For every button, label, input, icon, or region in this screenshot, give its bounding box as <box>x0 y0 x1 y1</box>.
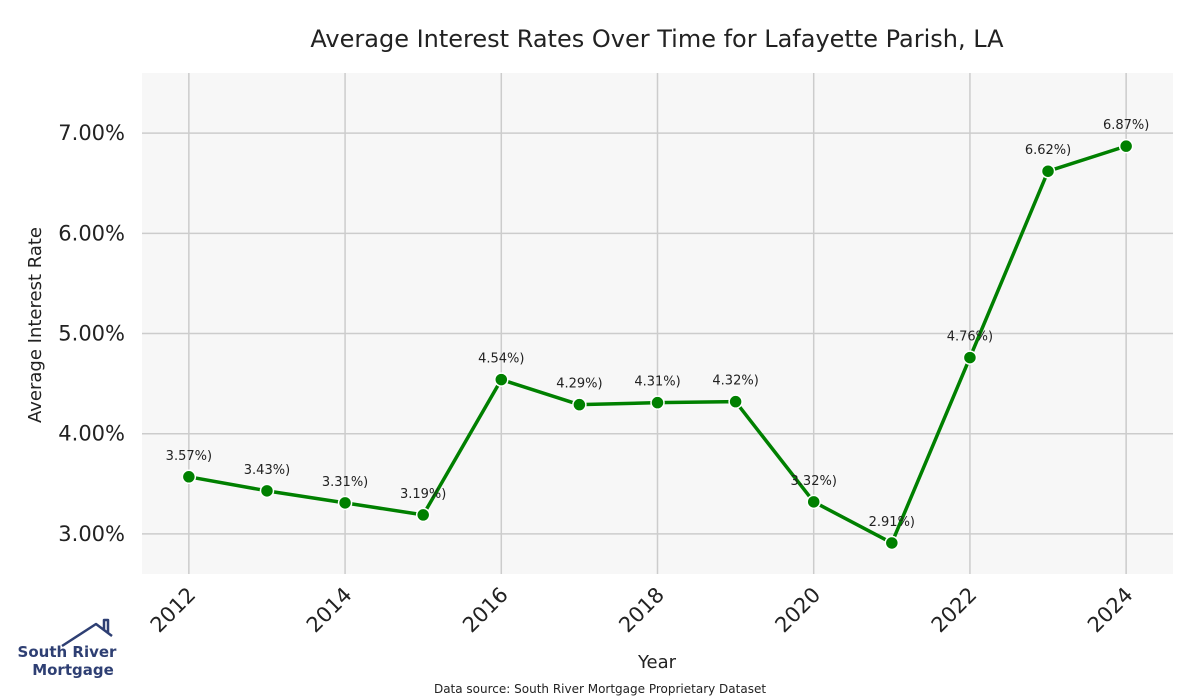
data-point <box>728 394 743 409</box>
data-point <box>337 495 353 511</box>
data-label: 6.62%) <box>1025 143 1071 158</box>
data-labels: 3.57%) 3.43%) 3.31%) 3.19%) 4.54%) 4.29%) 4.31… <box>166 118 1150 530</box>
logo-line-2: Mortgage <box>32 661 114 679</box>
x-tick-label: 2012 <box>146 583 201 638</box>
data-point <box>181 469 197 485</box>
data-label: 2.91%) <box>869 515 915 530</box>
data-point <box>572 397 587 412</box>
data-point <box>1040 163 1056 179</box>
data-label: 3.32%) <box>791 474 837 489</box>
data-point <box>650 395 665 410</box>
x-tick-label: 2016 <box>458 583 513 638</box>
data-source-note: Data source: South River Mortgage Propri… <box>434 682 766 696</box>
data-label: 4.76%) <box>947 330 993 345</box>
data-point <box>259 483 275 499</box>
data-point <box>806 494 821 510</box>
data-point <box>494 372 509 387</box>
house-roof-icon <box>61 618 113 648</box>
data-label: 4.29%) <box>556 377 602 392</box>
logo-line-1: South River <box>18 643 118 661</box>
y-tick-label: 7.00% <box>58 121 125 145</box>
data-point <box>884 535 900 551</box>
data-point <box>1118 138 1134 154</box>
x-tick-label: 2018 <box>614 583 669 638</box>
chart-title: Average Interest Rates Over Time for Laf… <box>310 25 1004 53</box>
data-label: 3.19%) <box>400 487 446 502</box>
y-tick-label: 4.00% <box>58 422 125 446</box>
data-label: 4.31%) <box>634 375 680 390</box>
data-label: 3.31%) <box>322 475 368 490</box>
x-axis-label: Year <box>637 652 677 673</box>
x-tick-label: 2024 <box>1083 583 1138 638</box>
data-point <box>415 507 431 523</box>
x-tick-label: 2022 <box>927 583 982 638</box>
data-point <box>962 350 978 365</box>
series-layer <box>181 138 1134 551</box>
grid-lines <box>142 73 1173 574</box>
data-label: 6.87%) <box>1103 118 1149 133</box>
y-axis-label: Average Interest Rate <box>25 227 46 423</box>
y-tick-label: 5.00% <box>58 322 125 346</box>
data-label: 3.43%) <box>244 463 290 478</box>
data-label: 3.57%) <box>166 449 212 464</box>
data-label: 4.32%) <box>712 374 758 389</box>
x-tick-label: 2020 <box>770 583 825 638</box>
y-tick-label: 6.00% <box>58 221 125 245</box>
company-logo: South River Mortgage <box>18 618 118 679</box>
data-label: 4.54%) <box>478 352 524 367</box>
y-tick-label: 3.00% <box>58 522 125 546</box>
x-tick-label: 2014 <box>302 583 357 638</box>
